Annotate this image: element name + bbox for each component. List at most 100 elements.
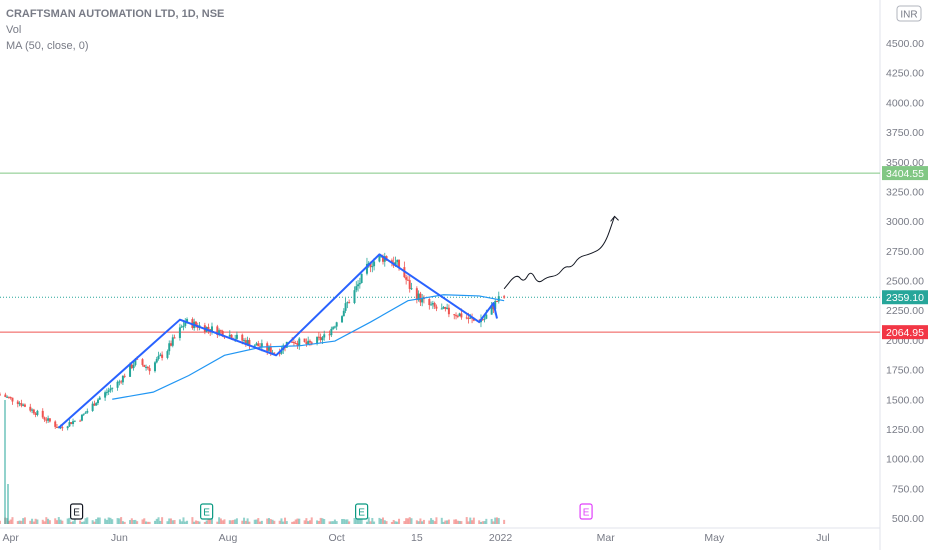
legend-symbol[interactable]: CRAFTSMAN AUTOMATION LTD, 1D, NSE — [6, 8, 225, 20]
candle-body — [96, 399, 99, 404]
volume-bar — [18, 520, 21, 524]
volume-bar — [483, 521, 486, 524]
candle-body — [294, 343, 297, 345]
volume-bar — [266, 518, 269, 524]
volume-bar — [246, 518, 249, 524]
volume-bar — [130, 518, 133, 524]
volume-bar — [4, 400, 6, 524]
candle-body — [121, 375, 124, 383]
volume-bar — [95, 518, 98, 524]
legend-volume[interactable]: Vol — [6, 24, 22, 36]
candle-body — [68, 422, 71, 427]
volume-bar — [209, 517, 212, 524]
candle — [43, 416, 46, 422]
candle-body — [57, 427, 60, 429]
volume-bar — [455, 519, 458, 524]
volume-bar — [36, 519, 39, 524]
earnings-marker[interactable]: E — [355, 503, 369, 520]
volume-bar — [118, 518, 121, 524]
candle-body — [330, 328, 333, 336]
volume-bar — [271, 519, 274, 524]
candle — [56, 424, 59, 428]
volume-bar — [31, 518, 34, 524]
earnings-marker-box[interactable] — [200, 503, 214, 520]
volume-bar — [417, 521, 420, 524]
volume-bar — [435, 517, 438, 524]
candle — [353, 286, 356, 305]
volume-bar — [328, 521, 331, 524]
candle-body — [29, 406, 32, 411]
candle — [415, 286, 418, 304]
candle-body — [355, 286, 358, 291]
candle — [406, 275, 409, 281]
candle-body — [168, 343, 171, 352]
candle — [335, 321, 338, 331]
volume-bar — [460, 521, 463, 524]
volume-bar — [278, 520, 281, 524]
candle-body — [390, 260, 393, 263]
earnings-marker-box[interactable] — [69, 503, 84, 520]
volume-bar — [255, 519, 258, 524]
earnings-marker[interactable]: E — [69, 503, 84, 520]
volume-bar — [332, 521, 335, 524]
candle — [458, 312, 461, 317]
candle — [503, 294, 506, 299]
candle-body — [278, 353, 281, 355]
volume-bar — [398, 518, 401, 524]
candle-body — [381, 256, 384, 262]
volume-bar — [479, 521, 482, 524]
volume-bar — [0, 520, 1, 524]
candle-body — [296, 343, 299, 346]
candle-body — [465, 317, 468, 319]
volume-bar — [207, 517, 210, 524]
candle — [11, 397, 14, 405]
chart-legend: CRAFTSMAN AUTOMATION LTD, 1D, NSE Vol MA… — [6, 6, 224, 54]
candle-body — [20, 403, 23, 406]
candle — [159, 352, 162, 357]
volume-bar — [120, 517, 123, 524]
zigzag-drawing[interactable] — [58, 253, 498, 429]
candle — [91, 401, 94, 412]
candle-body — [255, 343, 258, 346]
volume-bar — [390, 521, 393, 524]
candle-body — [109, 388, 112, 391]
candle — [383, 252, 386, 267]
earnings-marker-box[interactable] — [355, 503, 369, 520]
y-tick-label: 750.00 — [892, 483, 924, 495]
projection-drawing[interactable] — [503, 216, 616, 290]
currency-badge-box[interactable] — [896, 5, 922, 22]
volume-bar — [16, 521, 19, 524]
x-tick-label: Apr — [3, 532, 20, 544]
earnings-marker[interactable]: E — [579, 503, 593, 520]
candle-body — [241, 334, 244, 341]
volume-bar — [80, 521, 83, 524]
volume-bar — [478, 520, 481, 524]
candle-body — [369, 262, 372, 268]
volume-bar — [116, 518, 119, 524]
volume-bar — [481, 521, 484, 524]
candle-body — [253, 345, 256, 347]
volume-bar — [61, 520, 64, 524]
volume-bar — [109, 517, 112, 524]
volume-bar — [453, 519, 456, 524]
candle — [235, 331, 238, 341]
legend-ma[interactable]: MA (50, close, 0) — [6, 40, 89, 52]
earnings-marker-box[interactable] — [579, 503, 593, 520]
currency-badge[interactable]: INR — [896, 5, 922, 22]
earnings-marker[interactable]: E — [200, 503, 214, 520]
candle-body — [446, 307, 449, 309]
volume-bar — [141, 519, 144, 524]
volume-bar — [191, 517, 194, 524]
candle — [253, 344, 256, 347]
volume-bar — [193, 521, 196, 524]
candle-body — [292, 342, 295, 344]
volume-bar — [84, 518, 87, 524]
candle — [210, 322, 213, 335]
candle-body — [307, 340, 310, 345]
candle-body — [332, 327, 335, 329]
candle — [294, 340, 297, 345]
volume-bar — [365, 521, 368, 524]
ma-line[interactable] — [112, 294, 505, 400]
